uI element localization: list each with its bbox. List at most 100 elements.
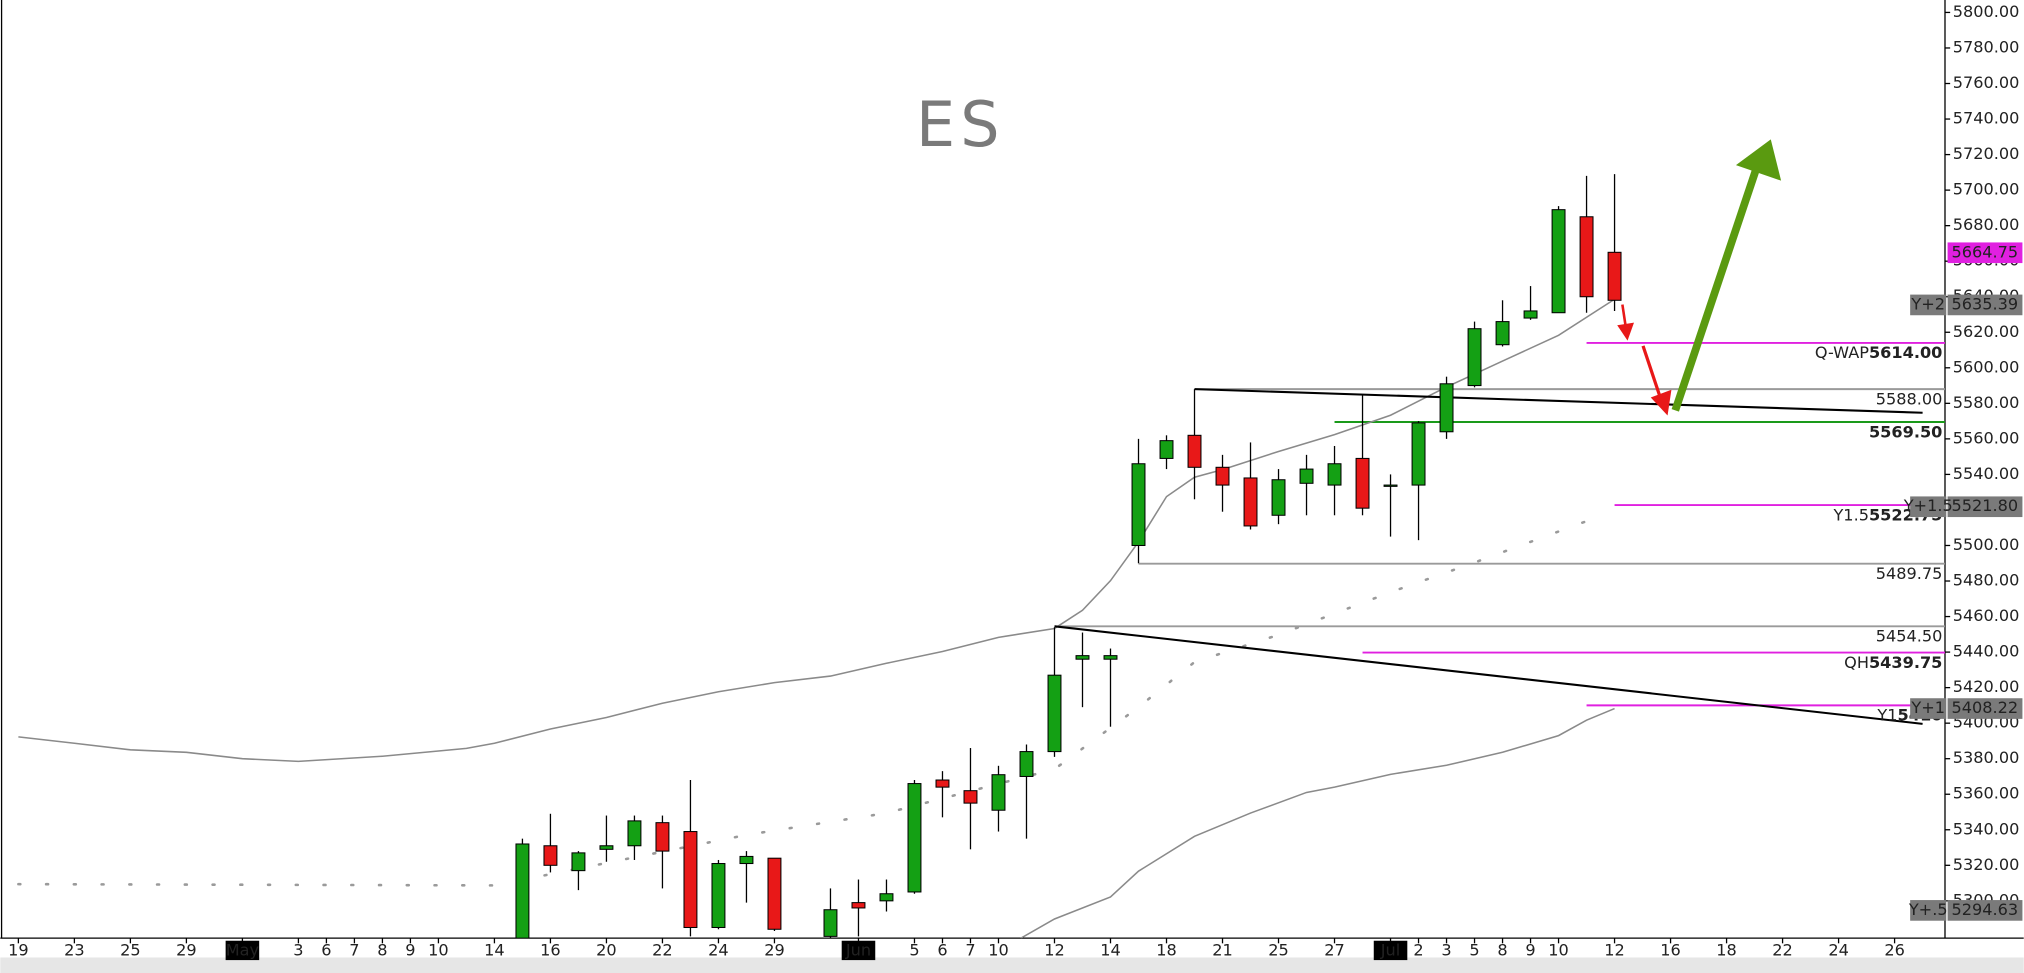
candle-body bbox=[935, 779, 950, 788]
level-label: 5588.00 bbox=[1876, 389, 1943, 408]
plot-area bbox=[17, 174, 1945, 939]
x-tick-label: 7 bbox=[965, 941, 975, 960]
x-tick-label: 9 bbox=[405, 941, 415, 960]
y-tick-label: 5780.00 bbox=[1953, 37, 2020, 56]
x-tick-label: 27 bbox=[1324, 941, 1345, 960]
candle-body bbox=[1579, 216, 1594, 298]
candle-body bbox=[627, 820, 642, 847]
price-badge bbox=[1947, 242, 2023, 264]
y-tick-label: 5740.00 bbox=[1953, 109, 2020, 128]
x-tick-label: 21 bbox=[1212, 941, 1233, 960]
level-name: Y1 bbox=[1876, 705, 1897, 724]
candle-body bbox=[851, 902, 866, 909]
candle-body bbox=[1523, 310, 1538, 319]
y-tick-label: 5720.00 bbox=[1953, 144, 2020, 163]
y-tick-label: 5560.00 bbox=[1953, 428, 2020, 447]
trend-line bbox=[1054, 625, 1923, 725]
x-tick-label: 10 bbox=[988, 941, 1009, 960]
badge-prefix: Y+1 bbox=[1910, 698, 1945, 717]
level-label: 5489.75 bbox=[1876, 564, 1943, 583]
x-tick-label: Jun bbox=[845, 941, 871, 960]
candle-body bbox=[655, 822, 670, 852]
y-tick-label: 5360.00 bbox=[1953, 784, 2020, 803]
candle-body bbox=[1103, 655, 1118, 660]
price-badge-label: 5294.63 bbox=[1951, 900, 2018, 919]
x-tick-label: 23 bbox=[64, 941, 85, 960]
x-tick-label: 20 bbox=[596, 941, 617, 960]
y-tick-label: 5760.00 bbox=[1953, 73, 2020, 92]
x-tick-label: 18 bbox=[1156, 941, 1177, 960]
x-tick-label: 24 bbox=[708, 941, 729, 960]
x-tick-label: 22 bbox=[1772, 941, 1793, 960]
candle-body bbox=[1047, 674, 1062, 753]
price-badge bbox=[1947, 496, 2023, 518]
x-tick-label: 7 bbox=[349, 941, 359, 960]
x-tick-highlight bbox=[1373, 940, 1408, 961]
candle-body bbox=[1439, 383, 1454, 433]
price-badge-label: 5664.75 bbox=[1951, 242, 2018, 261]
x-tick-label: 3 bbox=[1441, 941, 1451, 960]
x-tick-highlight bbox=[225, 940, 260, 961]
x-tick-label: 12 bbox=[1044, 941, 1065, 960]
x-tick-label: 12 bbox=[1604, 941, 1625, 960]
level-name: QH bbox=[1844, 652, 1869, 671]
x-tick-label: 9 bbox=[1525, 941, 1535, 960]
x-tick-label: 24 bbox=[1828, 941, 1849, 960]
x-tick-label: 5 bbox=[909, 941, 919, 960]
level-name: Y1.5 bbox=[1832, 505, 1868, 524]
x-tick-label: 29 bbox=[764, 941, 785, 960]
y-tick-label: 5500.00 bbox=[1953, 535, 2020, 554]
candle-body bbox=[599, 845, 614, 850]
x-tick-label: 19 bbox=[8, 941, 29, 960]
x-tick-label: 8 bbox=[377, 941, 387, 960]
candle-body bbox=[1551, 209, 1566, 314]
level-value: 5439.75 bbox=[1869, 652, 1942, 671]
candle-body bbox=[1187, 434, 1202, 468]
arrowhead bbox=[1650, 389, 1672, 416]
badge-prefix-bg bbox=[1910, 294, 1947, 316]
moving-average bbox=[18, 298, 1615, 763]
candle-body bbox=[1495, 321, 1510, 346]
candle-body bbox=[1243, 477, 1258, 527]
x-tick-label: 3 bbox=[293, 941, 303, 960]
badge-prefix: Y+.5 bbox=[1908, 900, 1948, 919]
y-tick-label: 5700.00 bbox=[1953, 180, 2020, 199]
x-tick-label: 26 bbox=[1884, 941, 1905, 960]
candle-body bbox=[1019, 751, 1034, 777]
candle-body bbox=[1607, 251, 1622, 301]
candle-body bbox=[1355, 457, 1370, 509]
x-tick-label: May bbox=[226, 941, 260, 960]
y-tick-label: 5320.00 bbox=[1953, 855, 2020, 874]
y-tick-label: 5420.00 bbox=[1953, 677, 2020, 696]
y-tick-label: 5480.00 bbox=[1953, 571, 2020, 590]
price-badge bbox=[1947, 698, 2023, 719]
trend-line bbox=[1194, 388, 1923, 414]
candle-body bbox=[1411, 422, 1426, 486]
chart-title: ES bbox=[916, 89, 1005, 161]
badge-prefix-bg bbox=[1910, 496, 1947, 518]
candle-body bbox=[543, 845, 558, 866]
x-tick-label: 25 bbox=[120, 941, 141, 960]
candle-body bbox=[711, 863, 726, 929]
badge-prefix: Y+1.5 bbox=[1903, 496, 1953, 515]
candle-body bbox=[907, 783, 922, 893]
level-value: 5569.50 bbox=[1869, 422, 1942, 441]
x-tick-label: 16 bbox=[540, 941, 561, 960]
candle-body bbox=[571, 852, 586, 872]
candle-body bbox=[1383, 484, 1398, 487]
badge-prefix: Y+2 bbox=[1910, 294, 1945, 313]
x-tick-label: 22 bbox=[652, 941, 673, 960]
level-label: Q-WAP5614.00 bbox=[1815, 343, 1943, 362]
arrow bbox=[1641, 345, 1663, 401]
x-tick-label: 8 bbox=[1497, 941, 1507, 960]
x-tick-label: 6 bbox=[937, 941, 947, 960]
badge-prefix-bg bbox=[1910, 698, 1947, 719]
candle-body bbox=[1299, 468, 1314, 484]
x-tick-label: 2 bbox=[1413, 941, 1423, 960]
candle-body bbox=[1075, 655, 1090, 660]
price-badge-label: 5635.39 bbox=[1951, 294, 2018, 313]
candle-body bbox=[767, 857, 782, 930]
y-tick-label: 5340.00 bbox=[1953, 819, 2020, 838]
